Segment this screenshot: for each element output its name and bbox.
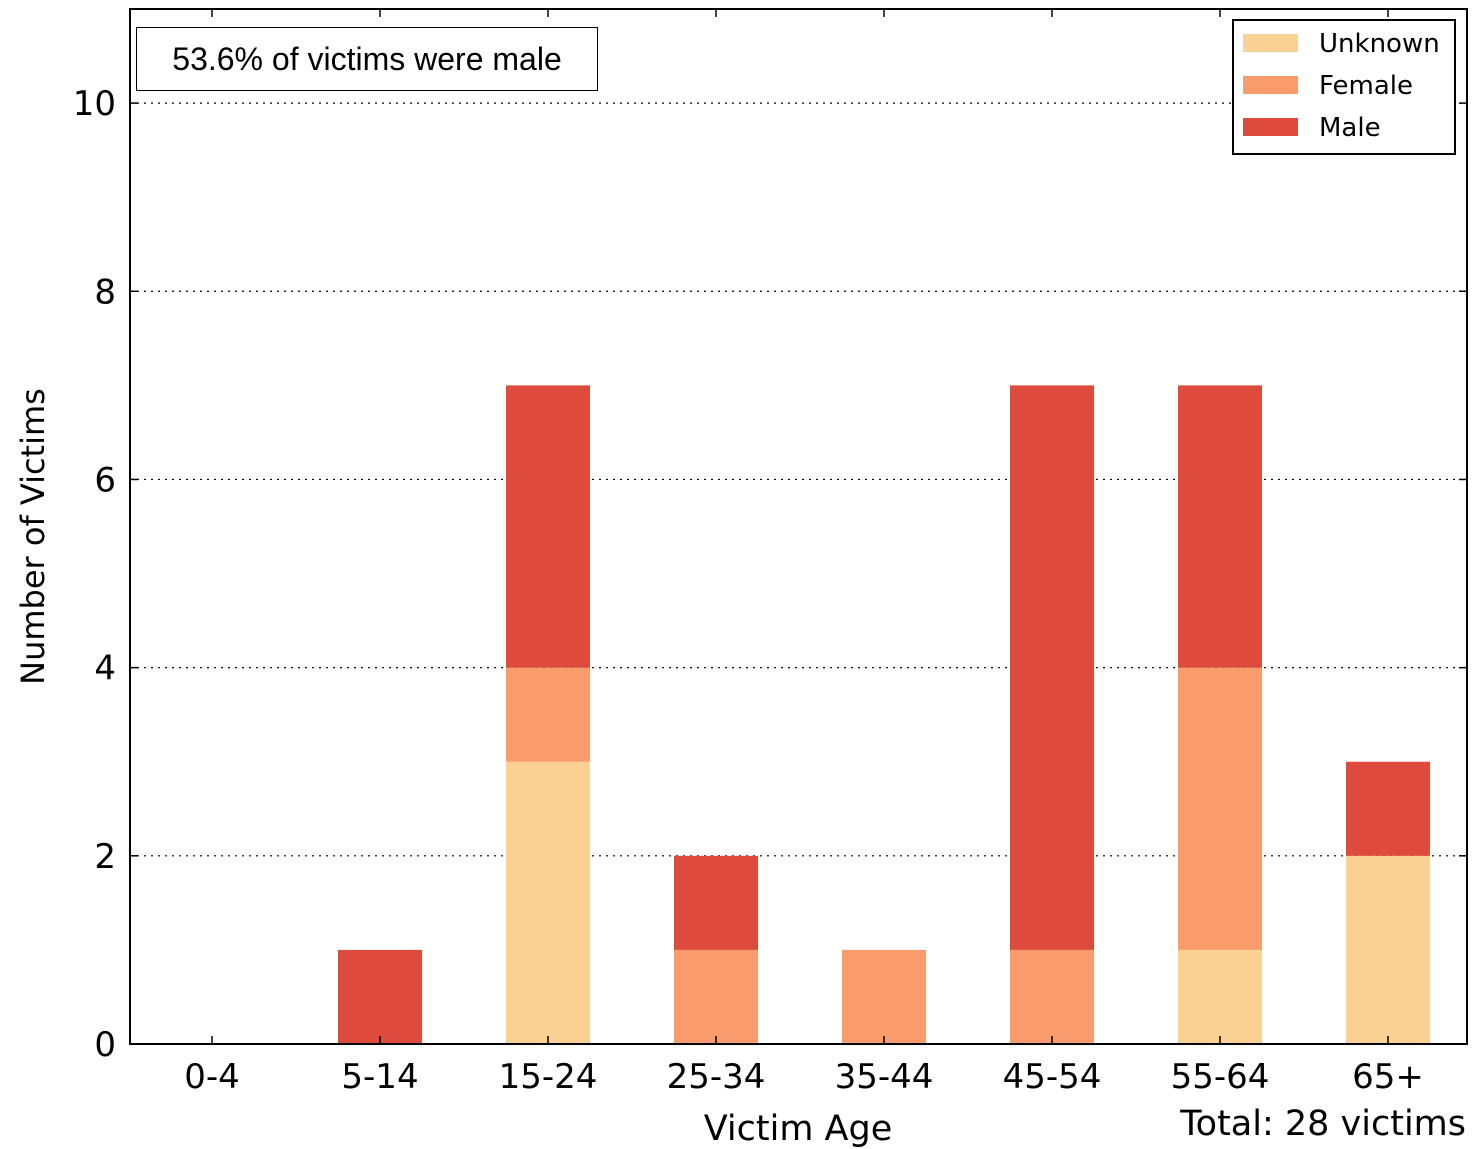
y-tick-label: 8 (94, 272, 116, 312)
x-tick-label: 25-34 (667, 1057, 766, 1097)
y-tick-label: 4 (94, 649, 116, 689)
y-tick-label: 6 (94, 460, 116, 500)
bar-female-55-64 (1178, 667, 1262, 950)
x-axis-ticks: 0-4 5-14 15-24 25-34 35-44 45-54 55-64 65+ (184, 9, 1424, 1097)
x-tick-label: 5-14 (341, 1057, 418, 1097)
total-victims-note: Total: 28 victims (1180, 1104, 1466, 1144)
bar-female-35-44 (842, 949, 926, 1044)
x-tick-label: 0-4 (184, 1057, 240, 1097)
bars (338, 385, 1430, 1044)
legend-swatch-unknown (1243, 34, 1298, 52)
bar-male-55-64 (1178, 385, 1262, 668)
legend-swatch-female (1243, 76, 1298, 94)
bar-male-5-14 (338, 949, 422, 1044)
bar-male-65+ (1346, 761, 1430, 856)
legend-label-female: Female (1319, 71, 1413, 101)
x-tick-label: 55-64 (1171, 1057, 1270, 1097)
bar-female-25-34 (674, 949, 758, 1044)
grid-lines (130, 102, 1467, 857)
bar-unknown-55-64 (1178, 949, 1262, 1044)
x-tick-label: 45-54 (1003, 1057, 1102, 1097)
legend: Unknown Female Male (1232, 19, 1456, 155)
bar-female-45-54 (1010, 949, 1094, 1044)
legend-label-male: Male (1319, 113, 1381, 143)
bar-male-15-24 (506, 385, 590, 668)
male-percentage-annotation: 53.6% of victims were male (136, 27, 598, 91)
y-tick-label: 2 (94, 837, 116, 877)
x-axis-label: Victim Age (704, 1109, 893, 1149)
bar-unknown-65+ (1346, 855, 1430, 1044)
y-tick-label: 10 (73, 84, 116, 124)
plot-frame (129, 8, 1468, 1045)
y-tick-label: 0 (94, 1025, 116, 1065)
bar-female-15-24 (506, 667, 590, 762)
y-axis-label: Number of Victims (14, 388, 52, 685)
x-tick-label: 15-24 (499, 1057, 598, 1097)
x-tick-label: 65+ (1352, 1057, 1424, 1097)
bar-unknown-15-24 (506, 761, 590, 1044)
bar-male-25-34 (674, 855, 758, 950)
bar-male-45-54 (1010, 385, 1094, 950)
y-axis-ticks: 0 2 4 6 8 10 (73, 84, 1467, 1065)
x-tick-label: 35-44 (835, 1057, 934, 1097)
legend-swatch-male (1243, 118, 1298, 136)
legend-label-unknown: Unknown (1319, 29, 1440, 59)
